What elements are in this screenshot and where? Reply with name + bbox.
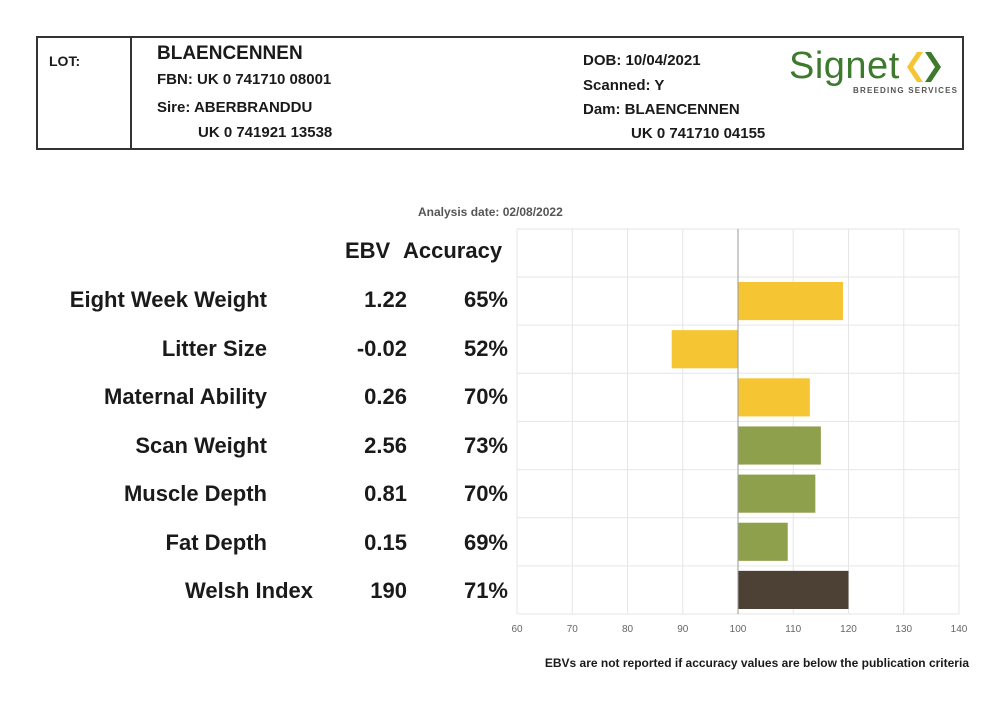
trait-name: Litter Size bbox=[161, 335, 267, 361]
date-of-birth: DOB: 10/04/2021 bbox=[583, 52, 701, 69]
accuracy-value: 69% bbox=[463, 529, 508, 555]
bar bbox=[738, 570, 849, 609]
flock-book-number: FBN: UK 0 741710 08001 bbox=[157, 71, 332, 88]
accuracy-value: 70% bbox=[463, 481, 508, 506]
ebv-value: 0.26 bbox=[364, 384, 407, 409]
ebv-value: 1.22 bbox=[364, 287, 407, 312]
analysis-date: Analysis date: 02/08/2022 bbox=[418, 205, 563, 219]
trait-name: Fat Depth bbox=[165, 529, 267, 555]
x-tick-label: 80 bbox=[622, 624, 634, 635]
ebv-value: 0.81 bbox=[364, 481, 407, 506]
accuracy-value: 70% bbox=[463, 384, 508, 409]
sire-name: Sire: ABERBRANDDU bbox=[157, 99, 313, 116]
footnote: EBVs are not reported if accuracy values… bbox=[544, 656, 969, 670]
trait-name: Scan Weight bbox=[135, 432, 267, 458]
accuracy-value: 71% bbox=[463, 578, 508, 603]
x-tick-label: 100 bbox=[730, 624, 747, 635]
trait-name: Muscle Depth bbox=[123, 481, 267, 506]
signet-chevrons-icon bbox=[907, 52, 941, 82]
accuracy-value: 52% bbox=[463, 335, 508, 361]
accuracy-value: 73% bbox=[463, 432, 508, 458]
ebv-column-header: EBV bbox=[345, 238, 391, 263]
bar bbox=[738, 474, 816, 513]
dam-name: Dam: BLAENCENNEN bbox=[583, 101, 740, 118]
logo-subtitle: BREEDING SERVICES bbox=[853, 86, 959, 95]
ebv-value: 2.56 bbox=[364, 432, 407, 458]
animal-info-box bbox=[36, 36, 964, 150]
ebv-value: -0.02 bbox=[356, 335, 407, 361]
header-divider bbox=[130, 36, 132, 150]
bar bbox=[738, 378, 810, 417]
accuracy-value: 65% bbox=[463, 287, 508, 312]
dam-id: UK 0 741710 04155 bbox=[631, 125, 766, 142]
lot-label: LOT: bbox=[49, 53, 81, 69]
x-tick-label: 90 bbox=[677, 624, 689, 635]
x-tick-label: 70 bbox=[567, 624, 579, 635]
bar bbox=[738, 522, 788, 561]
bar bbox=[738, 426, 821, 465]
sire-id: UK 0 741921 13538 bbox=[198, 124, 333, 141]
trait-name: Eight Week Weight bbox=[69, 287, 267, 312]
x-tick-label: 120 bbox=[840, 624, 857, 635]
x-tick-label: 60 bbox=[511, 624, 523, 635]
ebv-value: 190 bbox=[370, 578, 407, 603]
ebv-value: 0.15 bbox=[364, 529, 407, 555]
x-tick-label: 140 bbox=[951, 624, 968, 635]
scanned-status: Scanned: Y bbox=[583, 77, 665, 94]
signet-logo: Signet BREEDING SERVICES bbox=[789, 44, 957, 99]
trait-name: Maternal Ability bbox=[104, 384, 267, 409]
bar bbox=[671, 330, 738, 369]
animal-name: BLAENCENNEN bbox=[157, 43, 303, 64]
x-tick-label: 130 bbox=[895, 624, 912, 635]
logo-wordmark: Signet bbox=[789, 45, 900, 87]
accuracy-column-header: Accuracy bbox=[403, 238, 503, 263]
bar bbox=[738, 282, 843, 321]
trait-name: Welsh Index bbox=[185, 578, 313, 603]
x-tick-label: 110 bbox=[785, 624, 801, 635]
